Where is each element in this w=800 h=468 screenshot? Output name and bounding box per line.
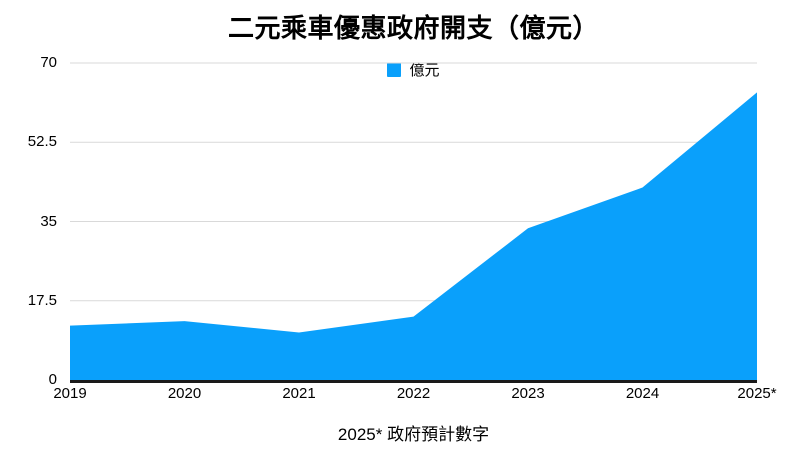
x-axis-tick-label: 2024 [625,385,660,402]
y-axis-tick-label: 52.5 [27,133,57,151]
y-axis-tick-label: 70 [40,54,57,71]
x-axis-tick-label: 2025* [737,385,777,402]
x-axis-tick-label: 2019 [53,385,87,402]
x-axis-tick-label: 2022 [396,385,431,402]
chart-title: 二元乘車優惠政府開支（億元） [227,13,599,43]
x-axis-tick-label: 2023 [511,385,545,402]
area-series [70,92,757,380]
legend-label: 億元 [409,62,440,79]
y-axis-tick-label: 0 [48,371,57,388]
x-axis-tick-label: 2020 [167,385,202,402]
y-axis-tick-label: 17.5 [27,291,57,309]
y-axis-tick-label: 35 [40,212,57,230]
footnote: 2025* 政府預計數字 [337,425,490,444]
x-axis-tick-label: 2021 [282,385,316,402]
legend-swatch-icon [387,62,402,77]
legend: 億元 [70,59,757,80]
